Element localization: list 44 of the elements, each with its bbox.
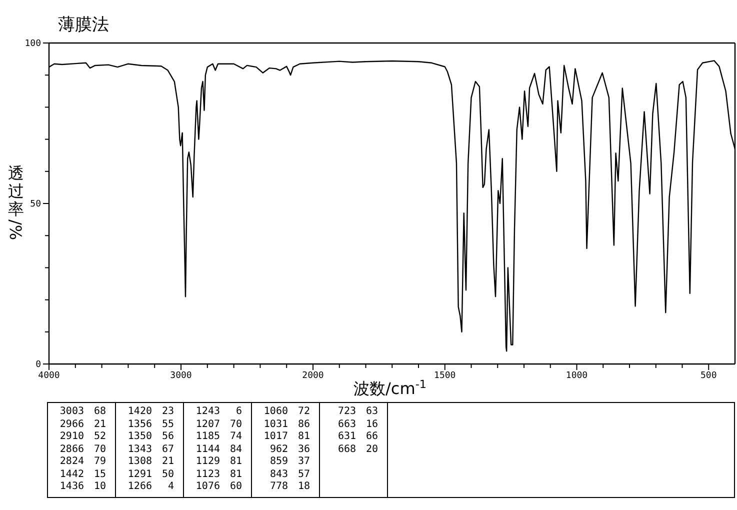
text: 631 66	[336, 431, 378, 444]
text: 1076 60	[194, 481, 242, 494]
text: 859 37	[268, 456, 310, 468]
text: 1185 74	[194, 431, 242, 444]
text: 778 18	[268, 481, 310, 494]
x-tick-label: 1000	[566, 371, 588, 381]
y-tick-label: 50	[30, 200, 41, 210]
text: 723 63	[336, 406, 378, 418]
text: 1291 50	[126, 468, 174, 481]
text: 1123 81	[194, 468, 242, 481]
x-tick-label: 2000	[302, 371, 324, 381]
text: 1356 55	[126, 418, 174, 431]
x-tick-label: 500	[700, 371, 717, 381]
y-tick-label: 100	[24, 39, 41, 49]
text: 1144 84	[194, 444, 242, 456]
text: 1129 81	[194, 456, 242, 468]
x-tick-label: 3000	[170, 371, 192, 381]
text: 663 16	[336, 418, 378, 431]
text: 1207 70	[194, 418, 242, 431]
text: 2824 79	[58, 456, 106, 468]
text: 1350 56	[126, 431, 174, 444]
text: 843 57	[268, 468, 310, 481]
text: 1017 81	[262, 431, 310, 444]
text: 1343 67	[126, 444, 174, 456]
text: 2966 21	[58, 418, 106, 431]
text: 1060 72	[262, 406, 310, 418]
text: 1243 6	[196, 406, 242, 417]
text: 1031 86	[262, 418, 310, 431]
chart-title: 薄膜法	[58, 15, 109, 35]
text: 668 20	[336, 444, 378, 456]
text: 1420 23	[126, 406, 174, 418]
text: 2910 52	[58, 431, 106, 444]
text: 1266 4	[128, 481, 174, 492]
x-tick-label: 1500	[434, 371, 456, 381]
text: 1308 21	[126, 456, 174, 468]
text: 962 36	[268, 444, 310, 456]
x-axis-title: 波数/cm$^{-1}$	[354, 378, 426, 398]
x-tick-label: 4000	[38, 371, 60, 381]
text: 3003 68	[58, 406, 106, 418]
text: 1436 10	[58, 481, 106, 494]
text: 2866 70	[58, 444, 106, 456]
text: 1442 15	[58, 468, 106, 481]
y-axis-title: 透过率/%	[6, 164, 25, 240]
y-tick-label: 0	[36, 360, 41, 370]
